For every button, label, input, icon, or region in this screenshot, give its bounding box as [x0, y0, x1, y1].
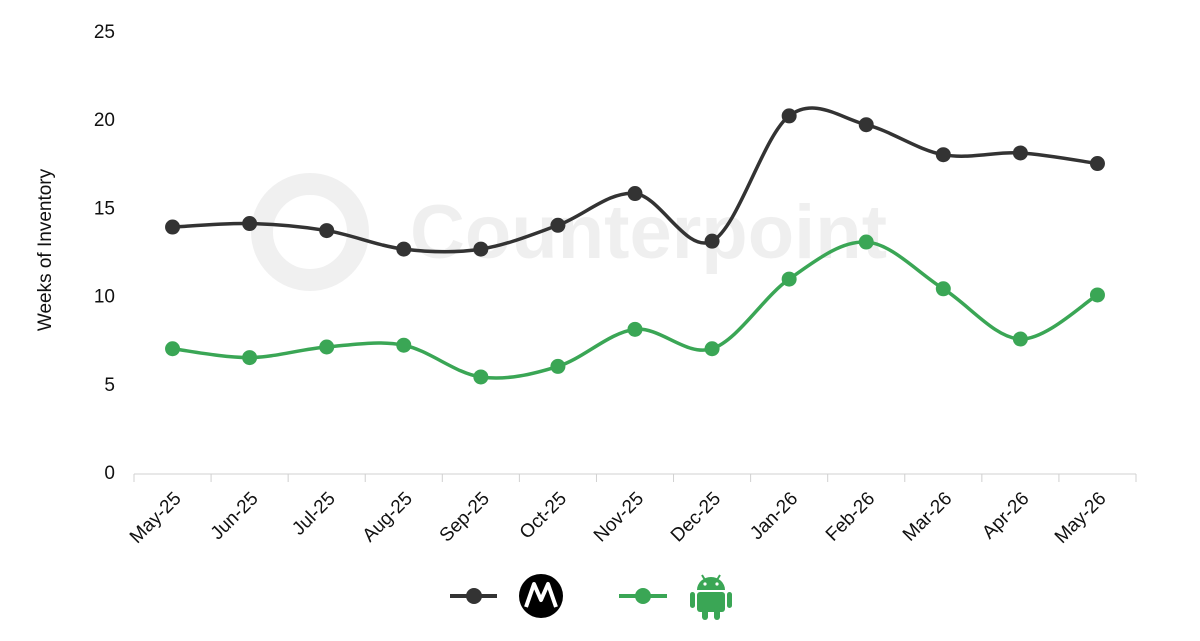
x-tick-label: Apr-26: [978, 488, 1033, 543]
data-point: [1089, 156, 1105, 172]
data-point: [1012, 145, 1028, 161]
legend-marker: [635, 588, 651, 604]
data-point: [396, 241, 412, 257]
x-tick-label: Jan-26: [746, 488, 802, 544]
data-point: [935, 147, 951, 163]
android-eye: [715, 582, 719, 586]
watermark: Counterpoint: [251, 173, 887, 291]
y-tick-label: 5: [104, 375, 115, 396]
y-tick-label: 20: [94, 110, 115, 131]
y-axis-label: Weeks of Inventory: [35, 168, 56, 331]
x-tick-label: Feb-26: [822, 488, 879, 545]
android-logo: [690, 574, 732, 620]
x-tick-label: Dec-25: [667, 488, 725, 546]
data-point: [935, 281, 951, 297]
y-tick-label: 0: [104, 463, 115, 484]
watermark-text: Counterpoint: [410, 190, 887, 275]
data-point: [781, 271, 797, 287]
x-tick-label: May-25: [126, 488, 186, 548]
data-point: [704, 233, 720, 249]
data-point: [1089, 287, 1105, 303]
y-tick-label: 25: [94, 22, 115, 43]
android-eye: [703, 582, 707, 586]
data-point: [473, 369, 489, 385]
data-point: [704, 341, 720, 357]
x-tick-label: Oct-25: [516, 488, 571, 543]
x-tick-label: Aug-25: [359, 488, 417, 546]
watermark-logo: [251, 173, 369, 291]
motorola-m: [524, 582, 558, 608]
data-point: [165, 341, 181, 357]
y-tick-label: 15: [94, 198, 115, 219]
data-point: [242, 216, 258, 232]
data-point: [550, 217, 566, 233]
x-tick-label: Sep-25: [436, 488, 494, 546]
data-point: [242, 350, 258, 366]
data-point: [1012, 331, 1028, 347]
data-point: [627, 186, 643, 202]
data-point: [858, 234, 874, 250]
y-tick-label: 10: [94, 287, 115, 308]
data-point: [858, 117, 874, 133]
x-tick-label: Mar-26: [899, 488, 956, 545]
data-point: [627, 321, 643, 337]
x-tick-label: Nov-25: [590, 488, 648, 546]
x-tick-label: Jun-25: [207, 488, 263, 544]
x-tick-label: May-26: [1051, 488, 1111, 548]
data-point: [550, 358, 566, 374]
data-point: [319, 339, 335, 355]
data-point: [781, 108, 797, 124]
legend: [450, 574, 732, 620]
data-point: [319, 223, 335, 239]
data-point: [165, 219, 181, 235]
legend-marker: [466, 588, 482, 604]
data-point: [396, 337, 412, 353]
x-tick-label: Jul-25: [288, 488, 339, 539]
data-point: [473, 241, 489, 257]
